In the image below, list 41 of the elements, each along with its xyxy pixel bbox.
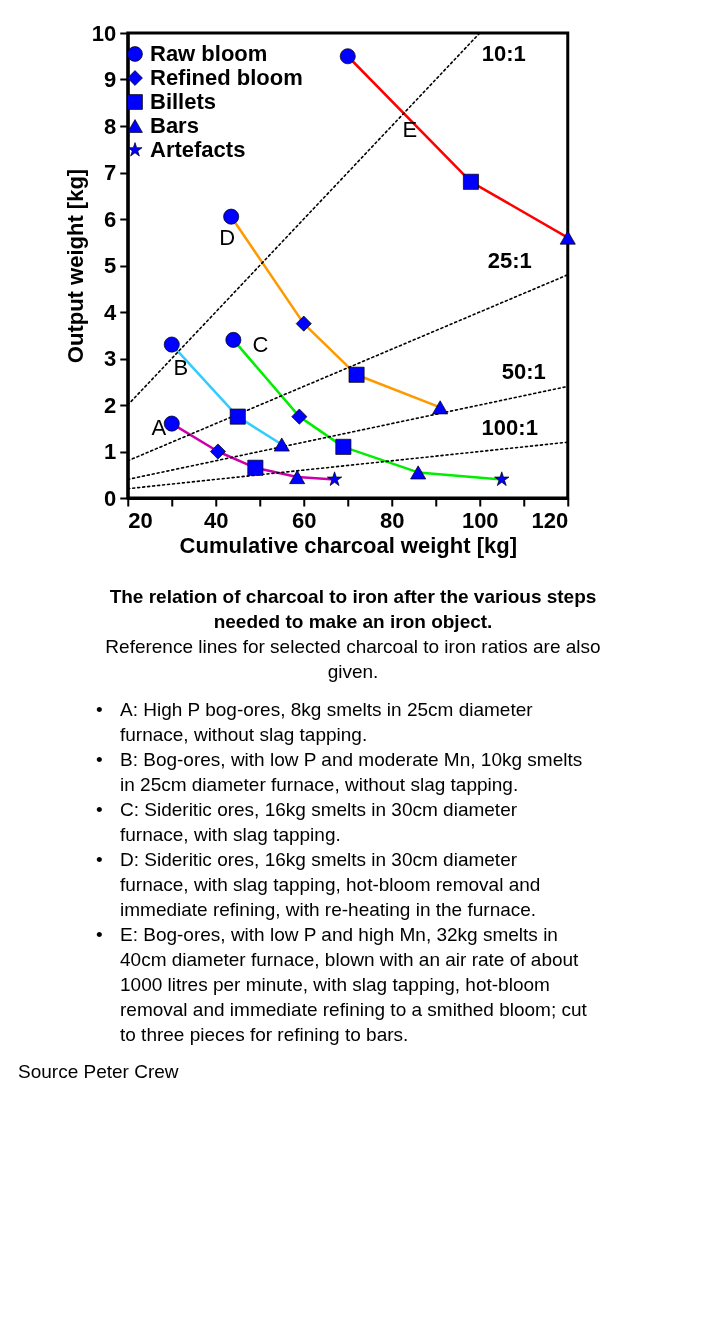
y-tick-label: 5 [104, 253, 117, 278]
series-label: B [173, 354, 189, 380]
x-axis-title: Cumulative charcoal weight [kg] [179, 532, 517, 558]
x-tick-label: 120 [531, 507, 569, 533]
legend-label: Bars [150, 113, 199, 138]
y-tick-label: 8 [104, 113, 117, 139]
y-tick-label: 6 [104, 206, 117, 232]
series-label: 100:1 [481, 415, 538, 441]
y-tick-label: 3 [104, 346, 117, 371]
legend-label: Billets [150, 89, 217, 114]
y-tick-label: 9 [104, 67, 117, 92]
series-label: E [402, 117, 418, 143]
y-tick-label: 2 [104, 392, 117, 418]
text: Reference lines for selected charcoal to iron ratios are also given. [105, 636, 601, 682]
y-tick-label: 10 [91, 20, 117, 46]
y-tick-label: 4 [104, 299, 118, 325]
text: • D: Sideritic ores, 16kg smelts in 30cm diameter furnace, with slag tapping, hot-bloom removal and immediate refining, with re-heating in the furnace. [96, 848, 541, 920]
series-label: A [151, 414, 167, 440]
series-label: D [219, 224, 236, 250]
x-tick-label: 80 [380, 507, 405, 533]
series-label: 10:1 [481, 41, 526, 66]
x-tick-label: 100 [461, 507, 499, 533]
x-tick-label: 40 [204, 507, 229, 533]
legend-label: Raw bloom [150, 41, 268, 66]
text: • E: Bog-ores, with low P and high Mn, 32kg smelts in 40cm diameter furnace, blown with an air rate of about 1000 litres per minute, with slag tapping, hot-bloom removal and immediate refining to a smithed bloom; cut to three pieces for refining to bars. [96, 923, 588, 1045]
text: • A: High P bog-ores, 8kg smelts in 25cm diameter furnace, without slag tapping. [96, 698, 534, 745]
text: • B: Bog-ores, with low P and moderate Mn, 10kg smelts in 25cm diameter furnace, without slag tapping. [96, 748, 583, 795]
x-tick-label: 20 [128, 507, 153, 533]
legend-label: Refined bloom [150, 65, 303, 90]
text: The relation of charcoal to iron after the various steps needed to make an iron object. [109, 586, 597, 632]
y-tick-label: 7 [104, 160, 117, 185]
legend-label: Artefacts [150, 137, 246, 162]
text: • C: Sideritic ores, 16kg smelts in 30cm diameter furnace, with slag tapping. [96, 798, 518, 845]
y-tick-label: 0 [104, 485, 117, 511]
y-tick-label: 1 [104, 439, 117, 464]
series-label: 50:1 [501, 359, 546, 385]
source-note: Source Peter Crew [18, 1061, 179, 1082]
x-tick-label: 60 [292, 507, 317, 533]
y-axis-title: Output weight [kg] [62, 168, 88, 364]
series-label: C [252, 331, 269, 357]
series-label: 25:1 [487, 247, 532, 273]
